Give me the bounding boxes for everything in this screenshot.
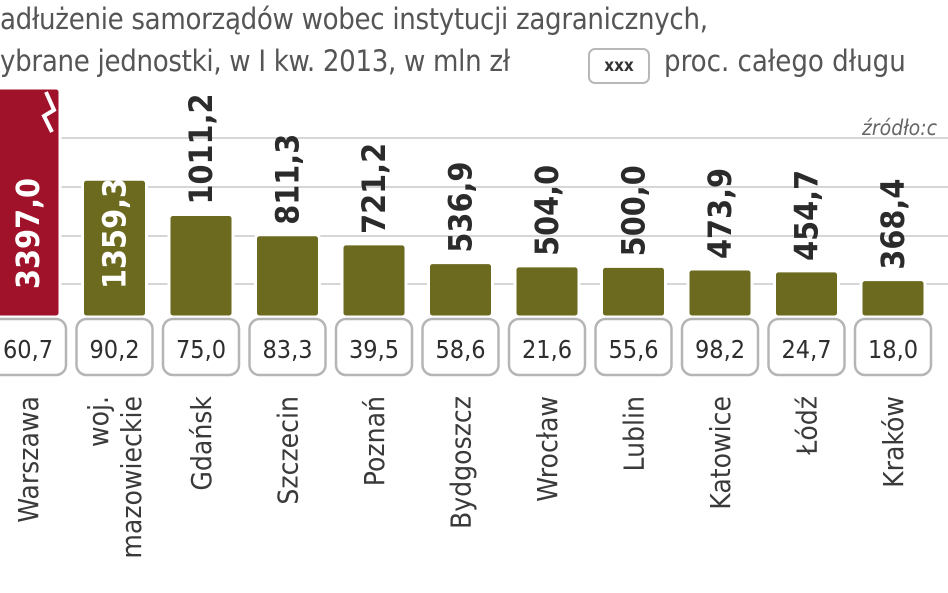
category-label-wroclaw: Wrocław	[531, 396, 564, 502]
percent-box-poznan	[334, 317, 414, 377]
percent-label-gdansk: 75,0	[176, 335, 226, 364]
bar-krakow	[859, 278, 927, 319]
category-label-warszawa: Warszawa	[12, 396, 45, 523]
bar-bydgoszcz	[427, 261, 494, 319]
bar-gdansk	[167, 213, 235, 319]
bar-katowice	[686, 267, 754, 319]
percent-box-wroclaw	[507, 317, 587, 377]
percent-box-bydgoszcz	[421, 317, 500, 377]
value-label-gdansk: 1011,2	[182, 93, 220, 204]
percent-label-szczecin: 83,3	[262, 335, 312, 364]
percent-box-woj-mazowieckie	[75, 317, 154, 377]
category-label-szczecin: Szczecin	[272, 396, 305, 505]
value-label-szczecin: 811,3	[269, 134, 307, 225]
category-label-woj-mazowieckie-line2: mazowieckie	[115, 396, 148, 559]
percent-box-katowice	[680, 317, 760, 377]
percent-label-lublin: 55,6	[608, 335, 658, 364]
bar-szczecin	[254, 233, 321, 319]
category-label-krakow: Kraków	[877, 396, 910, 488]
bar-wroclaw	[513, 264, 581, 319]
value-label-lublin: 500,0	[615, 165, 653, 256]
bar-woj-mazowieckie	[81, 177, 148, 319]
value-label-warszawa: 3397,0	[9, 178, 47, 289]
source-label: źródło:c	[862, 116, 937, 140]
category-label-katowice: Katowice	[704, 396, 737, 510]
category-label-lodz: Łódź	[791, 396, 824, 456]
category-label-gdansk: Gdańsk	[185, 396, 218, 491]
value-label-wroclaw: 504,0	[528, 165, 566, 256]
percent-box-gdansk	[161, 317, 241, 377]
chart-title-line2: ybrane jednostki, w I kw. 2013, w mln zł	[0, 44, 510, 78]
axis-break-mark	[41, 91, 57, 133]
percent-label-warszawa: 60,7	[3, 335, 53, 364]
value-label-lodz: 454,7	[788, 170, 826, 261]
percent-label-bydgoszcz: 58,6	[435, 335, 485, 364]
value-label-bydgoszcz: 536,9	[442, 162, 480, 253]
legend-box: xxx	[588, 48, 650, 84]
category-label-bydgoszcz: Bydgoszcz	[445, 396, 478, 529]
percent-box-krakow	[853, 317, 933, 377]
percent-label-poznan: 39,5	[349, 335, 399, 364]
bar-lodz	[773, 269, 840, 319]
bar-poznan	[340, 242, 408, 319]
bar-warszawa	[0, 86, 62, 319]
percent-box-szczecin	[248, 317, 327, 377]
percent-box-lodz	[767, 317, 846, 377]
percent-box-warszawa	[0, 317, 68, 377]
percent-label-wroclaw: 21,6	[522, 335, 572, 364]
value-label-katowice: 473,9	[701, 168, 739, 259]
legend-text: proc. całego długu	[664, 44, 906, 78]
chart-title-line1: adłużenie samorządów wobec instytucji za…	[0, 2, 708, 36]
category-label-woj-mazowieckie-line1: woj.	[82, 396, 115, 447]
percent-box-lublin	[594, 317, 673, 377]
percent-label-lodz: 24,7	[781, 335, 831, 364]
percent-label-woj-mazowieckie: 90,2	[89, 335, 139, 364]
bar-lublin	[600, 264, 667, 319]
category-label-lublin: Lublin	[618, 396, 651, 471]
value-label-krakow: 368,4	[874, 179, 912, 270]
value-label-poznan: 721,2	[355, 143, 393, 234]
value-label-woj-mazowieckie: 1359,3	[96, 178, 134, 289]
percent-label-krakow: 18,0	[868, 335, 918, 364]
percent-label-katowice: 98,2	[695, 335, 745, 364]
category-label-poznan: Poznań	[358, 396, 391, 486]
